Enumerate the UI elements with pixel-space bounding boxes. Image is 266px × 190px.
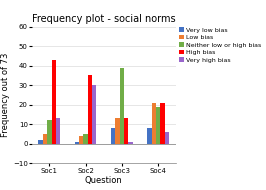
Legend: Very low bias, Low bias, Neither low or high bias, High bias, Very high bias: Very low bias, Low bias, Neither low or … [178, 27, 262, 63]
Bar [160, 103, 165, 144]
Y-axis label: Frequency out of 73: Frequency out of 73 [1, 53, 10, 137]
Bar [147, 128, 152, 144]
Bar [52, 60, 56, 144]
Title: Frequency plot - social norms: Frequency plot - social norms [32, 14, 176, 25]
Bar [47, 120, 52, 144]
Bar [39, 140, 43, 144]
Bar [156, 107, 160, 144]
Bar [115, 118, 120, 144]
X-axis label: Question: Question [85, 176, 123, 185]
Bar [120, 68, 124, 144]
Bar [75, 142, 79, 144]
Bar [165, 132, 169, 144]
Bar [43, 134, 47, 144]
Bar [88, 75, 92, 144]
Bar [111, 128, 115, 144]
Bar [92, 85, 97, 144]
Bar [124, 118, 128, 144]
Bar [84, 134, 88, 144]
Bar [56, 118, 60, 144]
Bar [128, 142, 133, 144]
Bar [79, 136, 84, 144]
Bar [152, 103, 156, 144]
